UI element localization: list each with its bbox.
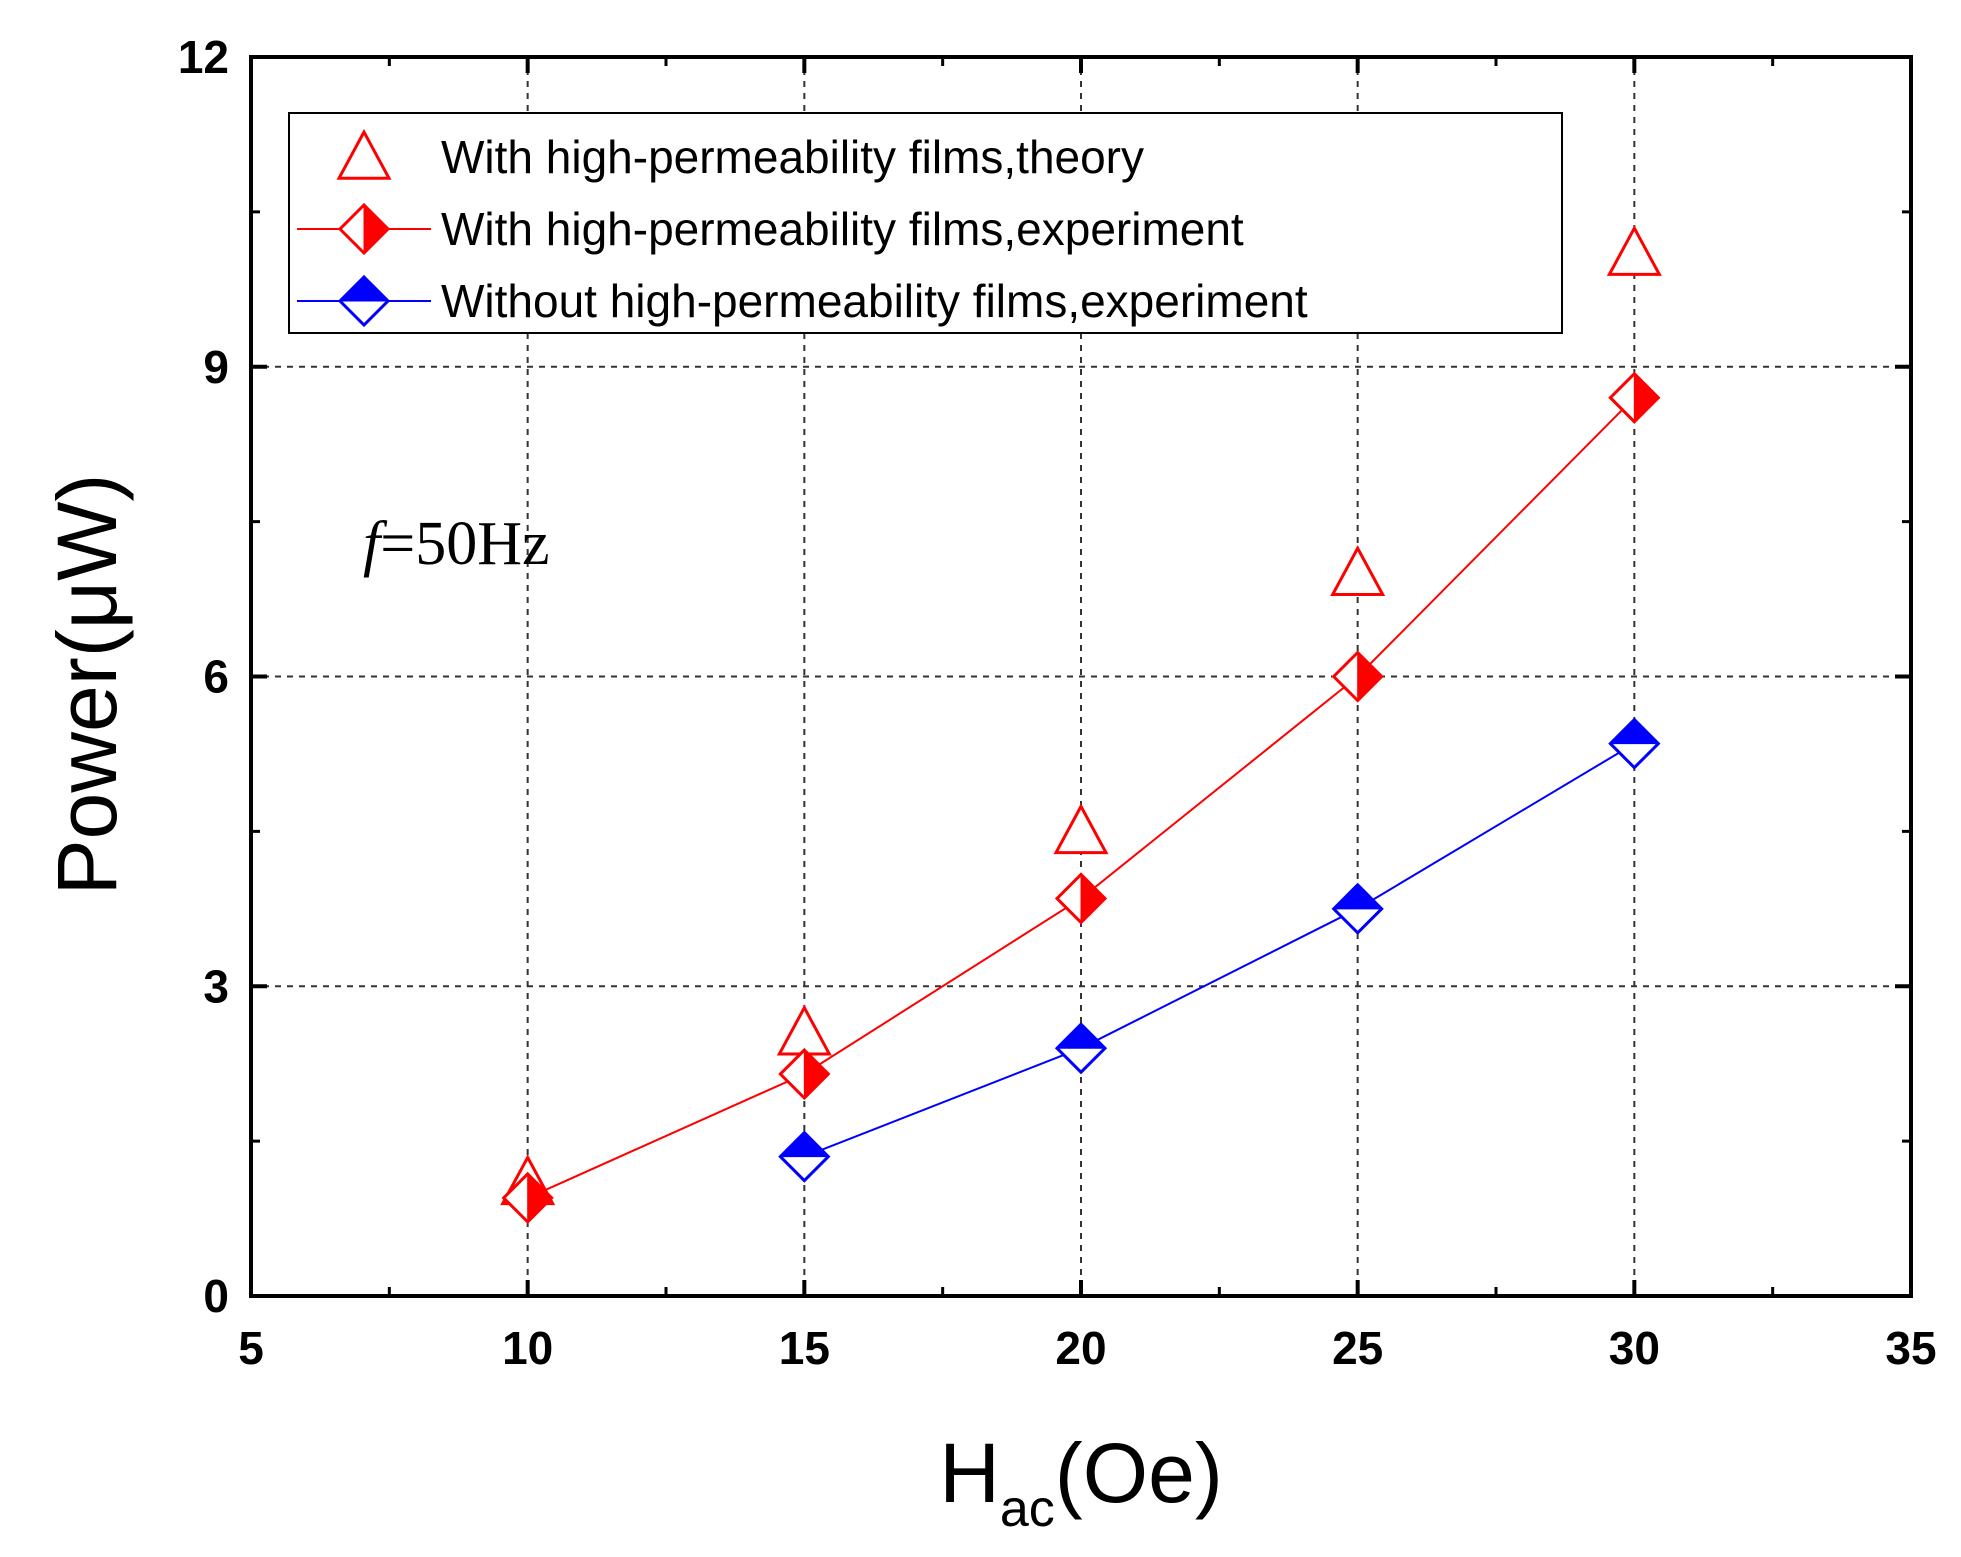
- series-1: [500, 225, 1662, 1206]
- y-tick-label: 12: [178, 31, 229, 83]
- data-point: [1054, 872, 1108, 925]
- y-axis-title: Power(μW): [40, 474, 134, 896]
- legend-label: With high-permeability films,theory: [441, 131, 1144, 183]
- x-axis-title: Hac(Oe): [939, 1426, 1223, 1538]
- diamond-fill-half: [1332, 884, 1383, 910]
- series-layer: [500, 225, 1662, 1225]
- triangle-shape: [776, 1004, 832, 1056]
- x-axis-title-subscript: ac: [1000, 1480, 1055, 1538]
- data-point: [776, 1004, 832, 1056]
- x-axis-title-suffix: (Oe): [1055, 1426, 1223, 1520]
- data-point: [1331, 650, 1384, 703]
- x-tick-label: 15: [779, 1322, 830, 1374]
- diamond-fill-half: [527, 1172, 553, 1224]
- legend-label: Without high-permeability films,experime…: [441, 275, 1308, 327]
- data-point: [1053, 803, 1109, 855]
- x-tick-label: 35: [1885, 1322, 1936, 1374]
- x-tick-label: 20: [1055, 1322, 1106, 1374]
- data-point: [1606, 225, 1662, 276]
- x-tick-label: 5: [238, 1322, 264, 1374]
- legend-box: [288, 112, 1563, 334]
- data-point: [1608, 717, 1661, 770]
- diamond-fill-half: [1609, 718, 1660, 745]
- legend-label: With high-permeability films,experiment: [441, 203, 1244, 255]
- annotation-layer: f=50Hz: [363, 510, 550, 578]
- diamond-fill-half: [1080, 873, 1106, 924]
- diamond-fill-half: [1633, 372, 1660, 423]
- x-tick-label: 10: [502, 1322, 553, 1374]
- y-tick-label: 0: [203, 1270, 229, 1322]
- axes: 5 10 15 20 25 30 35 0 3 6 9 12 Hac(Oe) Power(μW): [40, 31, 1937, 1538]
- legend-entry: Without high-permeability films,experime…: [297, 274, 1308, 328]
- y-tick-label: 3: [203, 960, 229, 1012]
- x-tick-label: 30: [1609, 1322, 1660, 1374]
- diamond-fill-half: [1055, 1023, 1107, 1049]
- diamond-fill-half: [803, 1048, 830, 1100]
- legend-marker: [337, 274, 391, 328]
- triangle-shape: [1330, 545, 1386, 596]
- diamond-fill-half: [338, 276, 390, 302]
- diamond-fill-half: [779, 1131, 830, 1158]
- frequency-annotation: f=50Hz: [363, 510, 550, 578]
- data-point: [1608, 371, 1661, 424]
- data-point: [778, 1130, 831, 1183]
- series-2: [501, 371, 1661, 1225]
- triangle-shape: [336, 128, 392, 180]
- data-point: [1330, 545, 1386, 596]
- triangle-shape: [1053, 803, 1109, 855]
- triangle-shape: [1606, 225, 1662, 276]
- frequency-annotation-rest: =50Hz: [380, 510, 549, 578]
- series-3: [778, 717, 1661, 1183]
- diamond-fill-half: [363, 203, 389, 255]
- legend-entry: With high-permeability films,experiment: [297, 202, 1244, 256]
- x-tick-label: 25: [1332, 1322, 1383, 1374]
- legend-marker: [336, 128, 392, 180]
- y-tick-label: 9: [203, 341, 229, 393]
- data-point: [1054, 1022, 1108, 1075]
- x-axis-title-main: H: [939, 1426, 1000, 1520]
- data-point: [778, 1047, 831, 1101]
- legend: With high-permeability films,theory With …: [288, 112, 1563, 334]
- legend-marker: [337, 202, 391, 256]
- y-tick-label: 6: [203, 651, 229, 703]
- diamond-fill-half: [1357, 651, 1383, 702]
- legend-entry: With high-permeability films,theory: [336, 128, 1144, 183]
- series-line: [803, 742, 1635, 1158]
- data-point: [501, 1171, 554, 1225]
- data-point: [1331, 882, 1384, 935]
